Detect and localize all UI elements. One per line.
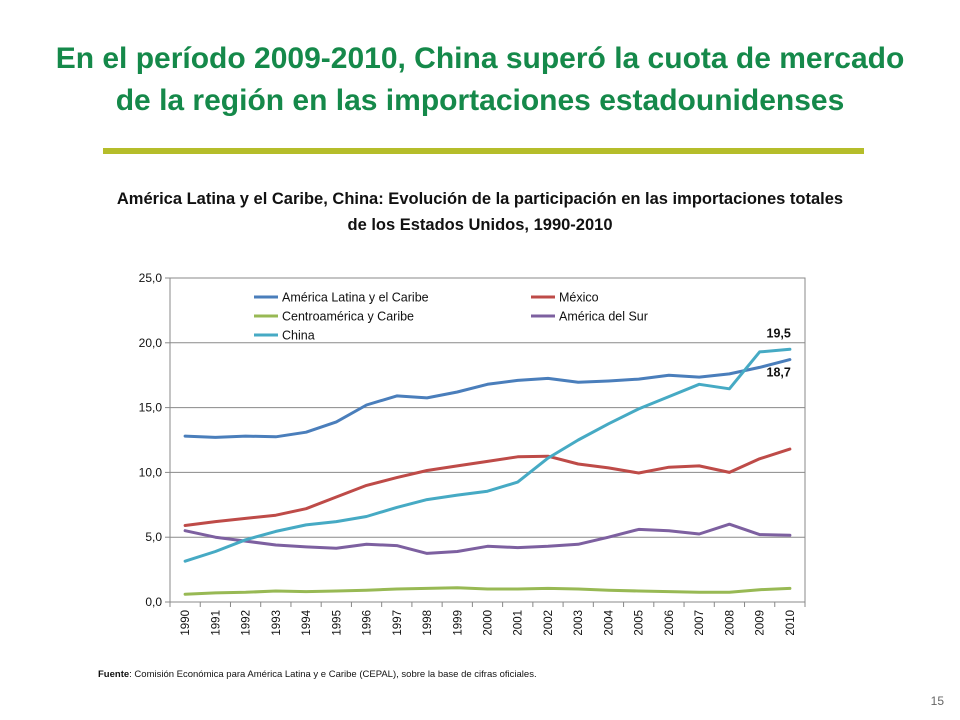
chart-title: América Latina y el Caribe, China: Evolu… (60, 186, 900, 238)
data-label: 19,5 (767, 326, 791, 340)
x-tick-label: 2004 (603, 609, 615, 635)
slide-title-line1: En el período 2009-2010, China superó la… (55, 42, 905, 75)
y-tick-label: 25,0 (139, 271, 163, 285)
legend-label: México (559, 291, 599, 305)
chart-title-line1: América Latina y el Caribe, China: Evolu… (116, 190, 844, 208)
source-text: : Comisión Económica para América Latina… (129, 669, 537, 680)
chart-title-line2: de los Estados Unidos, 1990-2010 (347, 216, 613, 234)
title-underline-rule (103, 148, 864, 154)
y-tick-label: 0,0 (145, 595, 162, 609)
legend-label: América Latina y el Caribe (282, 291, 429, 305)
slide-title-line2: de la región en las importaciones estado… (115, 84, 845, 117)
x-tick-label: 1992 (241, 610, 253, 636)
x-tick-label: 2010 (785, 610, 797, 636)
series-line (183, 447, 792, 527)
series-line (183, 522, 792, 555)
x-tick-label: 1995 (331, 610, 343, 636)
series-line (183, 358, 792, 439)
legend-label: Centroamérica y Caribe (282, 310, 414, 324)
x-tick-label: 2007 (694, 610, 706, 636)
legend-label: China (282, 329, 315, 343)
x-tick-label: 1991 (210, 610, 222, 636)
x-tick-label: 2003 (573, 610, 585, 636)
y-tick-label: 20,0 (139, 336, 163, 350)
x-tick-label: 2000 (483, 610, 495, 636)
y-tick-label: 10,0 (139, 465, 163, 479)
x-tick-label: 1994 (301, 609, 313, 635)
y-tick-label: 5,0 (145, 530, 162, 544)
x-tick-label: 2006 (664, 610, 676, 636)
x-tick-label: 1996 (362, 610, 374, 636)
x-tick-label: 1993 (271, 610, 283, 636)
slide-title: En el período 2009-2010, China superó la… (40, 38, 920, 122)
series-line (183, 347, 792, 563)
data-label: 18,7 (767, 366, 791, 380)
x-tick-label: 2001 (513, 610, 525, 636)
legend-label: América del Sur (559, 310, 648, 324)
x-tick-label: 1998 (422, 610, 434, 636)
x-tick-label: 2008 (724, 610, 736, 636)
x-tick-label: 1997 (392, 610, 404, 636)
x-tick-label: 1999 (452, 610, 464, 636)
page-number: 15 (930, 694, 944, 708)
series-line (183, 586, 792, 596)
x-tick-label: 2009 (755, 610, 767, 636)
x-tick-label: 2005 (634, 610, 646, 636)
plot-area-frame (169, 277, 806, 603)
x-tick-label: 2002 (543, 610, 555, 636)
source-note: Fuente: Comisión Económica para América … (98, 669, 537, 680)
x-tick-label: 1990 (180, 610, 192, 636)
source-label: Fuente (98, 669, 130, 680)
y-tick-label: 15,0 (139, 401, 163, 415)
